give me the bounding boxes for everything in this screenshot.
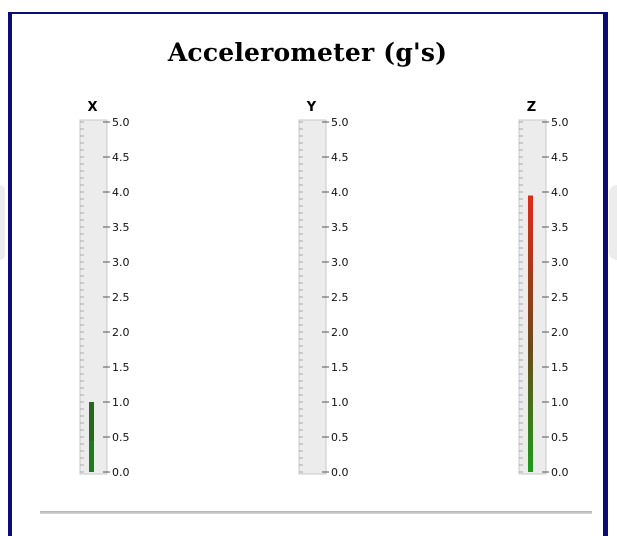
gauge-tick-label: 3.5: [112, 221, 130, 234]
gauge-tick-label: 1.0: [551, 396, 569, 409]
panel-frame: [8, 12, 12, 536]
gauge-tick-label: 5.0: [331, 116, 349, 129]
gauge-tick-label: 0.0: [112, 466, 130, 479]
gauge-tick-label: 3.5: [331, 221, 349, 234]
panel-title: Accelerometer (g's): [167, 38, 448, 67]
gauge-track: [298, 119, 327, 475]
gauge-tick-label: 4.0: [112, 186, 130, 199]
gauge-tick-label: 1.0: [112, 396, 130, 409]
gauge-axis-label: Z: [527, 100, 536, 115]
gauge-tick-label: 0.0: [551, 466, 569, 479]
gauge-tick-label: 2.5: [112, 291, 130, 304]
gauge-tick-label: 5.0: [112, 116, 130, 129]
gauge-axis-label: X: [87, 100, 97, 115]
gauge-fill-bar: [528, 195, 533, 472]
gauge-tick-label: 4.5: [112, 151, 130, 164]
gauge-tick-label: 4.5: [331, 151, 349, 164]
gauge-tick-label: 2.5: [551, 291, 569, 304]
gauge-tick-label: 1.5: [551, 361, 569, 374]
gauge-tick-label: 3.0: [331, 256, 349, 269]
edge-shadow: [0, 185, 5, 260]
gauge-tick-label: 1.0: [331, 396, 349, 409]
edge-shadow: [609, 185, 617, 260]
gauge-tick-label: 5.0: [551, 116, 569, 129]
gauge-tick-label: 3.0: [112, 256, 130, 269]
gauge-tick-label: 3.0: [551, 256, 569, 269]
divider: [40, 511, 592, 514]
gauge-tick-label: 0.0: [331, 466, 349, 479]
gauge-tick-label: 4.5: [551, 151, 569, 164]
gauge-axis-label: Y: [306, 100, 317, 115]
gauge-tick-label: 3.5: [551, 221, 569, 234]
gauge-fill-shade: [89, 402, 94, 441]
gauge-tick-label: 0.5: [331, 431, 349, 444]
gauge-tick-label: 2.5: [331, 291, 349, 304]
gauge-tick-label: 2.0: [551, 326, 569, 339]
gauge-tick-label: 2.0: [112, 326, 130, 339]
gauge-tick-label: 1.5: [112, 361, 130, 374]
gauge-tick-label: 1.5: [331, 361, 349, 374]
panel-frame: [603, 12, 608, 536]
panel-frame: [8, 12, 608, 14]
gauge-tick-label: 2.0: [331, 326, 349, 339]
gauge-tick-label: 4.0: [331, 186, 349, 199]
gauge-tick-label: 0.5: [112, 431, 130, 444]
gauge-tick-label: 0.5: [551, 431, 569, 444]
gauge-tick-label: 4.0: [551, 186, 569, 199]
